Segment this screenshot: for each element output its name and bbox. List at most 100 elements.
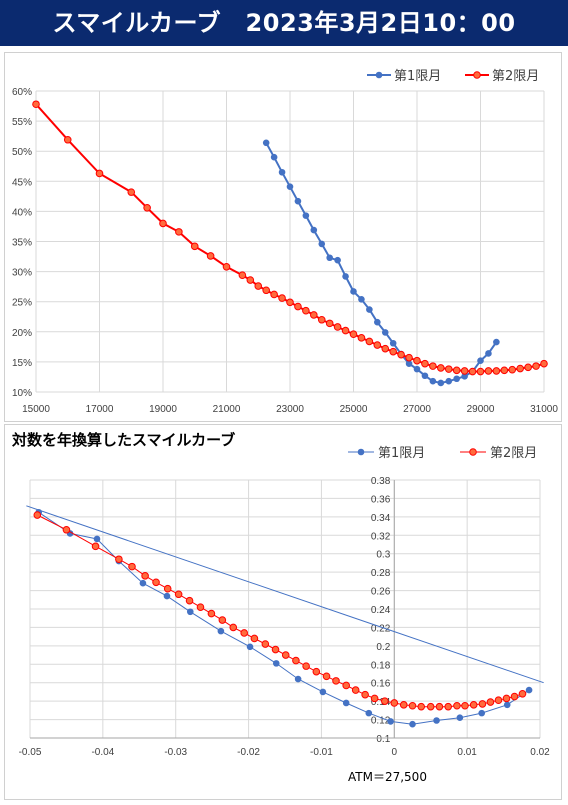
data-point-series-2 (271, 645, 280, 654)
y-tick-label: 50% (12, 147, 32, 158)
data-point-series-2 (476, 367, 485, 376)
data-point-series-2 (127, 188, 136, 196)
data-point-series-2 (163, 584, 172, 593)
data-point-series-2 (115, 555, 123, 564)
y-tick-label: 40% (12, 207, 32, 218)
data-point-series-1 (389, 339, 397, 347)
data-point-series-1 (445, 377, 453, 385)
data-point-series-2 (33, 511, 42, 519)
data-point-series-1 (270, 153, 278, 161)
data-point-series-2 (405, 353, 413, 362)
data-point-series-2 (484, 367, 493, 375)
data-point-series-2 (278, 294, 286, 302)
data-point-series-2 (361, 690, 369, 699)
y-tick-label: 30% (12, 268, 32, 279)
legend-marker-2 (473, 71, 481, 79)
legend-marker-1 (357, 448, 365, 456)
data-point-series-2 (312, 667, 321, 676)
data-point-series-1 (358, 295, 365, 303)
data-point-series-2 (444, 702, 453, 711)
y-tick-label: 0.14 (371, 697, 391, 708)
y-tick-label: 0.3 (376, 550, 390, 561)
data-point-series-2 (399, 701, 408, 709)
data-point-series-1 (278, 168, 286, 176)
data-point-series-1 (342, 273, 349, 280)
data-point-series-2 (453, 701, 461, 710)
data-point-series-2 (492, 367, 501, 375)
data-point-series-1 (93, 535, 101, 543)
data-point-series-1 (326, 254, 333, 262)
series-1-trend-line (26, 505, 544, 684)
x-tick-label: 0.02 (530, 747, 550, 758)
data-point-series-2 (175, 228, 183, 236)
data-point-series-2 (128, 562, 136, 571)
data-point-series-2 (429, 362, 437, 370)
data-point-series-1 (429, 377, 437, 385)
data-point-series-2 (469, 701, 478, 709)
data-point-series-1 (294, 675, 302, 683)
y-tick-label: 0.32 (371, 531, 391, 542)
data-point-series-2 (325, 319, 334, 328)
legend-marker-1 (375, 71, 383, 79)
data-point-series-2 (152, 578, 160, 587)
x-tick-label: -0.03 (164, 747, 187, 758)
data-point-series-1 (461, 373, 468, 380)
data-point-series-1 (302, 212, 310, 219)
data-point-series-2 (250, 634, 259, 643)
data-point-series-2 (540, 359, 548, 368)
data-point-series-2 (357, 334, 366, 342)
data-point-series-2 (435, 702, 444, 711)
data-point-series-1 (421, 372, 429, 380)
data-point-series-2 (500, 366, 509, 375)
data-point-series-1 (433, 717, 440, 724)
data-point-series-2 (190, 242, 199, 251)
data-point-series-2 (381, 344, 390, 353)
data-point-series-2 (174, 590, 183, 599)
data-point-series-2 (421, 359, 429, 368)
x-tick-label: 25000 (340, 404, 368, 415)
data-point-series-2 (294, 302, 302, 311)
y-tick-label: 0.34 (371, 513, 391, 524)
data-point-series-2 (426, 702, 435, 711)
data-point-series-1 (294, 197, 302, 205)
data-point-series-2 (389, 347, 397, 356)
data-point-series-1 (217, 627, 225, 635)
data-point-series-1 (262, 139, 270, 147)
data-point-series-2 (222, 262, 231, 271)
data-point-series-2 (141, 572, 149, 580)
data-point-series-2 (62, 525, 71, 534)
data-point-series-2 (478, 700, 487, 708)
chart-panel-strike: 15000 17000 19000 21000 23000 25000 27000 29000… (4, 52, 562, 422)
y-tick-label: 0.28 (371, 568, 391, 579)
data-point-series-2 (302, 306, 310, 315)
data-point-series-1 (413, 365, 421, 373)
data-point-series-2 (207, 609, 216, 618)
data-point-series-1 (163, 592, 171, 600)
data-point-series-2 (508, 365, 517, 374)
data-point-series-2 (262, 286, 270, 295)
y-tick-label: 0.22 (371, 623, 391, 634)
legend-marker-2 (469, 448, 477, 456)
data-point-series-2 (461, 701, 469, 710)
legend-label-1: 第1限月 (394, 69, 441, 84)
data-point-series-1 (503, 701, 511, 709)
x-tick-label: -0.02 (237, 747, 260, 758)
y-tick-label: 0.26 (371, 587, 391, 598)
data-point-series-1 (477, 357, 484, 364)
data-point-series-2 (341, 326, 350, 335)
data-point-series-1 (493, 338, 500, 346)
x-tick-label: -0.01 (310, 747, 333, 758)
data-point-series-2 (206, 252, 215, 260)
data-point-series-2 (159, 219, 167, 228)
data-point-series-1 (409, 720, 416, 728)
data-point-series-1 (139, 579, 147, 587)
data-point-series-2 (397, 350, 405, 359)
data-point-series-2 (370, 694, 379, 703)
series-line-2 (37, 514, 523, 708)
data-point-series-2 (417, 702, 426, 711)
data-point-series-1 (186, 608, 194, 616)
x-tick-label: 17000 (86, 404, 114, 415)
data-point-series-1 (310, 226, 318, 234)
x-tick-label: 0 (392, 747, 398, 758)
chart-panel-log: 対数を年換算したスマイルカーブ -0.05 -0.04 -0.03 -0.02 -0.01… (4, 424, 562, 800)
